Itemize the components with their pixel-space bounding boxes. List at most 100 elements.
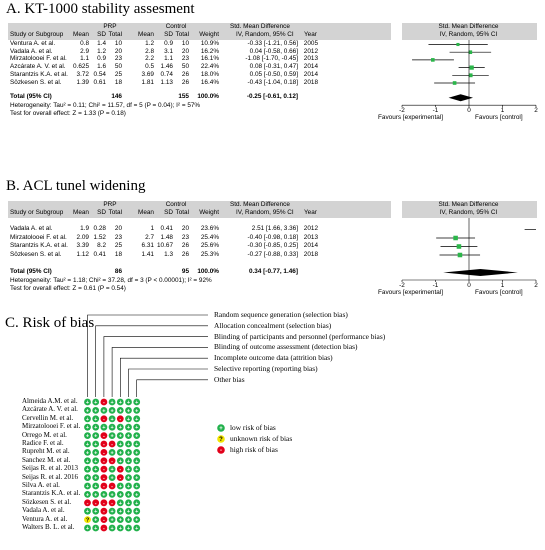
method-header: IV, Random, 95% CI — [236, 209, 294, 216]
rob-cell-symbol: + — [127, 501, 130, 507]
rob-cell-high — [108, 440, 116, 448]
rob-cell-symbol: + — [119, 518, 122, 524]
rob-cell-symbol: + — [135, 450, 138, 456]
rob-cell-low — [92, 432, 100, 439]
rob-cell-low — [108, 449, 116, 456]
overall-effect-text: Test for overall effect: Z = 0.61 (P = 0… — [10, 285, 126, 292]
rob-cell-symbol: ? — [86, 518, 90, 524]
rob-cell-low — [133, 499, 141, 507]
favours-experimental-label: Favours [experimental] — [378, 114, 443, 122]
rob-cell-symbol: - — [103, 450, 105, 456]
rob-cell-low — [84, 449, 91, 456]
smd-plot-header: Std. Mean Difference — [438, 23, 499, 30]
rob-cell-low — [84, 524, 91, 532]
control-mean: 2.7 — [145, 233, 154, 241]
rob-cell-low — [108, 474, 116, 481]
rob-cell-symbol: + — [135, 501, 138, 507]
rob-cell-symbol: + — [86, 509, 89, 515]
legend-unclear-label: unknown risk of bias — [230, 434, 293, 443]
rob-cell-symbol: + — [86, 442, 89, 448]
rob-cell-low — [84, 457, 91, 465]
rob-cell-low — [84, 482, 91, 490]
rob-cell-symbol: + — [86, 417, 89, 423]
rob-cell-symbol: + — [86, 492, 89, 498]
control-mean: 1.41 — [141, 250, 154, 258]
rob-cell-symbol: + — [127, 484, 130, 490]
ci-value: 0.08 [-0.31, 0.47] — [249, 63, 298, 71]
rob-cell-high — [100, 415, 108, 423]
control-sd: 1.48 — [160, 233, 173, 241]
rob-cell-symbol: + — [94, 518, 97, 524]
prp-group-header: PRP — [103, 23, 117, 30]
rob-cell-symbol: + — [135, 492, 138, 498]
rob-cell-symbol: + — [127, 476, 130, 482]
ci-value: -0.40 [-0.98, 0.18] — [247, 233, 298, 241]
control-total: 26 — [181, 242, 189, 249]
prp-total-sum: 86 — [114, 268, 122, 275]
study-name: Vadala A. et al. — [10, 225, 53, 232]
rob-cell-symbol: + — [86, 408, 89, 414]
heterogeneity-text: Heterogeneity: Tau² = 0.11; Chi² = 11.57… — [10, 102, 201, 110]
domain-leader-line — [87, 314, 208, 397]
rob-cell-symbol: + — [86, 425, 89, 431]
rob-cell-low — [108, 524, 116, 532]
control-total-sum: 95 — [181, 268, 189, 275]
rob-cell-high — [100, 465, 108, 473]
domain-leader-line — [128, 368, 208, 397]
x-tick-label: -1 — [432, 107, 439, 115]
rob-cell-low — [100, 491, 108, 498]
rob-cell-high — [100, 457, 108, 465]
rob-cell-symbol: + — [110, 518, 113, 524]
prp-sd: 1.4 — [97, 40, 106, 47]
prp-mean-header: Mean — [73, 209, 89, 216]
favours-control-label: Favours [control] — [475, 289, 523, 296]
rob-cell-symbol: + — [127, 425, 130, 431]
legend-unclear-circle — [217, 435, 225, 443]
rob-cell-low — [116, 407, 124, 414]
plot-header-band — [402, 201, 537, 218]
rob-cell-symbol: + — [94, 434, 97, 440]
rob-cell-symbol: + — [135, 425, 138, 431]
rob-cell-symbol: + — [127, 400, 130, 406]
weight-value: 22.4% — [200, 63, 219, 71]
domain-leader-line — [103, 336, 208, 397]
rob-cell-symbol: - — [111, 484, 113, 490]
prp-mean: 3.72 — [76, 70, 89, 78]
rob-cell-unclear — [84, 516, 91, 523]
panel-a-title: A. KT-1000 stability assesment — [6, 1, 195, 17]
prp-total: 23 — [114, 55, 122, 63]
legend-low-label: low risk of bias — [230, 423, 276, 432]
rob-cell-low — [133, 491, 141, 498]
year-value: 2014 — [303, 70, 318, 78]
control-mean: 0.5 — [145, 63, 154, 71]
rob-cell-low — [125, 516, 132, 523]
control-mean: 3.69 — [141, 70, 154, 78]
prp-mean: 1.12 — [76, 250, 89, 258]
rob-cell-symbol: + — [110, 434, 113, 440]
study-name: Ventura A. et al. — [10, 40, 56, 47]
rob-cell-low — [116, 432, 124, 439]
rob-cell-high — [116, 415, 124, 423]
rob-cell-low — [125, 457, 132, 465]
rob-cell-symbol: + — [127, 467, 130, 473]
rob-cell-low — [108, 507, 116, 515]
rob-cell-high — [108, 457, 116, 465]
rob-cell-high — [100, 516, 108, 523]
rob-study-name: Seijas R. et al. 2013 — [22, 464, 78, 473]
year-value: 2014 — [303, 63, 318, 71]
rob-cell-symbol: + — [119, 434, 122, 440]
rob-cell-symbol: + — [127, 509, 130, 515]
plot-header-band — [402, 23, 537, 40]
rob-cell-symbol: - — [95, 501, 97, 507]
bias-domain-label: Incomplete outcome data (attrition bias) — [214, 353, 333, 363]
control-mean-header: Mean — [138, 31, 154, 38]
rob-cell-high — [116, 474, 124, 481]
total-label: Total (95% CI) — [10, 93, 52, 101]
rob-cell-symbol: - — [103, 467, 105, 473]
bias-domain-label: Blinding of outcome assessment (detectio… — [214, 342, 358, 352]
total-weight: 100.0% — [197, 93, 219, 101]
control-total: 50 — [181, 63, 189, 71]
rob-cell-low — [133, 423, 141, 431]
control-group-header: Control — [165, 23, 187, 30]
